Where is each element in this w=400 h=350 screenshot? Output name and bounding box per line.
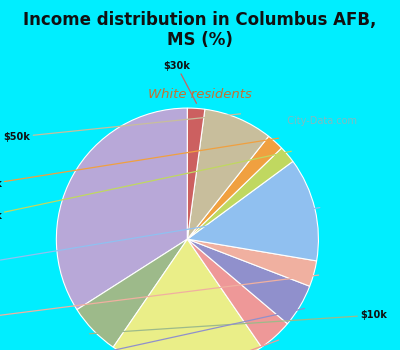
Wedge shape xyxy=(187,148,293,239)
Wedge shape xyxy=(187,239,310,324)
Text: $50k: $50k xyxy=(4,114,240,142)
Text: $30k: $30k xyxy=(164,61,196,103)
Wedge shape xyxy=(56,108,188,310)
Wedge shape xyxy=(113,239,262,350)
Text: $20k: $20k xyxy=(0,151,291,220)
Wedge shape xyxy=(187,239,288,347)
Wedge shape xyxy=(187,161,318,261)
Text: City-Data.com: City-Data.com xyxy=(281,116,357,126)
Text: $125k: $125k xyxy=(0,308,304,350)
Wedge shape xyxy=(187,109,269,239)
Text: $150k: $150k xyxy=(0,275,319,323)
Text: $75k: $75k xyxy=(0,349,1,350)
Text: Income distribution in Columbus AFB,
MS (%): Income distribution in Columbus AFB, MS … xyxy=(23,10,377,49)
Text: White residents: White residents xyxy=(148,88,252,100)
Text: $60k: $60k xyxy=(0,138,279,189)
Wedge shape xyxy=(77,239,187,347)
Text: $100k: $100k xyxy=(0,349,1,350)
Wedge shape xyxy=(187,108,205,239)
Text: $40k: $40k xyxy=(0,208,320,268)
Wedge shape xyxy=(187,239,317,286)
Wedge shape xyxy=(187,136,282,239)
Text: $200k: $200k xyxy=(66,340,279,350)
Text: $10k: $10k xyxy=(90,310,387,334)
